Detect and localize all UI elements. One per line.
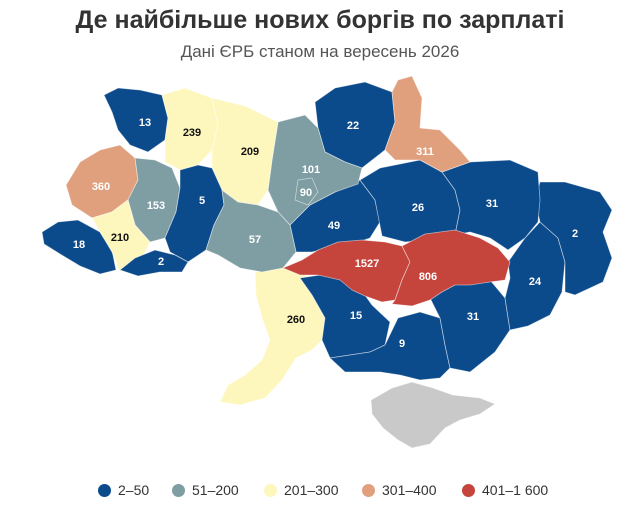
region-chernivtsi[interactable] (119, 249, 189, 277)
region-value-vinnytsia: 57 (249, 234, 261, 246)
region-value-cherkasy: 49 (328, 220, 340, 232)
legend-item-51-200: 51–200 (172, 482, 239, 498)
region-vinnytsia[interactable] (205, 189, 297, 273)
region-value-mykolaiv: 15 (350, 310, 362, 322)
region-value-ternopil: 153 (147, 200, 165, 212)
region-value-zhytomyr: 209 (241, 146, 259, 158)
legend-item-201-300: 201–300 (264, 482, 339, 498)
region-kyiv-city[interactable] (294, 177, 319, 206)
map-subtitle: Дані ЄРБ станом на вересень 2026 (180, 42, 460, 61)
region-value-kherson: 9 (399, 338, 405, 350)
legend-item-2-50: 2–50 (98, 482, 149, 498)
map-title: Де найбільше нових боргів по зарплаті (75, 6, 565, 34)
region-value-zakarpattia: 18 (73, 239, 85, 251)
legend-swatch (172, 483, 185, 497)
region-crimea (370, 381, 496, 449)
region-value-khmelnytskyi: 5 (199, 195, 205, 207)
region-value-odesa: 260 (287, 314, 305, 326)
region-value-volyn: 13 (139, 117, 151, 129)
legend-label: 51–200 (192, 482, 239, 498)
region-value-kirovohrad: 1527 (355, 258, 379, 270)
legend-item-401-1600: 401–1 600 (462, 482, 548, 498)
region-value-kyiv: 101 (302, 164, 320, 176)
legend-swatch (462, 483, 475, 497)
region-value-rivne: 239 (183, 127, 201, 139)
region-zakarpattia[interactable] (41, 219, 117, 275)
legend-label: 201–300 (284, 482, 339, 498)
region-value-donetsk: 24 (529, 276, 542, 288)
region-kharkiv[interactable] (441, 159, 541, 251)
region-value-kharkiv: 31 (486, 198, 498, 210)
legend-swatch (264, 483, 277, 497)
region-value-sumy: 311 (416, 146, 434, 158)
region-value-zaporizhzhia: 31 (467, 311, 479, 323)
region-value-luhansk: 2 (572, 228, 578, 240)
region-volyn[interactable] (103, 87, 169, 153)
region-value-lviv: 360 (92, 181, 110, 193)
region-value-dnipropetrovsk: 806 (419, 271, 437, 283)
region-labels: 13 239 209 101 90 22 311 360 153 5 57 49 26 31 2 210 18 2… (73, 117, 578, 350)
region-kyiv[interactable] (267, 114, 363, 226)
region-sumy[interactable] (384, 75, 471, 173)
legend-swatch (362, 483, 375, 497)
region-value-poltava: 26 (412, 202, 424, 214)
legend-label: 2–50 (118, 482, 150, 498)
region-value-ivano-frankivsk: 210 (111, 232, 129, 244)
region-value-chernihiv: 22 (347, 120, 359, 132)
legend-label: 401–1 600 (482, 482, 549, 498)
region-donetsk[interactable] (504, 221, 566, 331)
legend: 2–50 51–200 201–300 301–400 401–1 600 (0, 482, 640, 506)
region-value-kyiv-city: 90 (300, 187, 312, 199)
legend-swatch (98, 483, 111, 497)
legend-item-301-400: 301–400 (362, 482, 437, 498)
region-value-chernivtsi: 2 (158, 256, 164, 268)
ukraine-map: 13 239 209 101 90 22 311 360 153 5 57 49 26 31 2 210 18 2… (41, 75, 613, 449)
legend-label: 301–400 (382, 482, 437, 498)
region-dnipropetrovsk[interactable] (391, 229, 511, 307)
region-luhansk[interactable] (534, 181, 613, 296)
